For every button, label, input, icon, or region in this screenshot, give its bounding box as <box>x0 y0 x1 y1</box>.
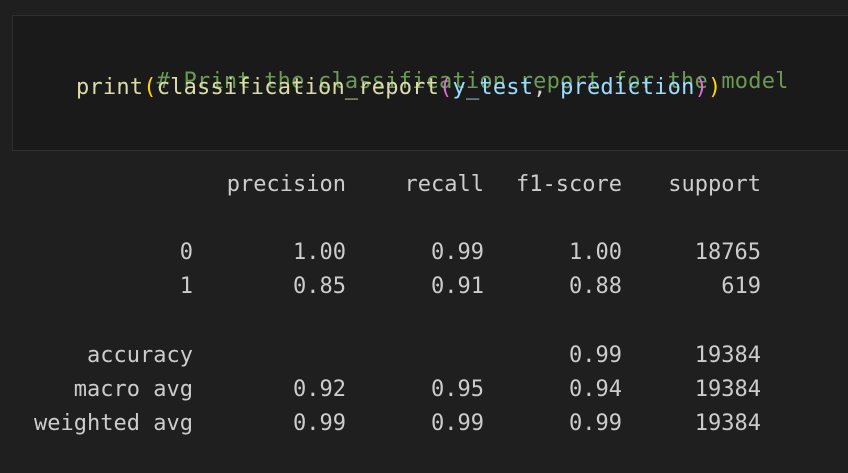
header-f1-score: f1-score <box>516 172 622 197</box>
accuracy-support: 19384 <box>694 343 761 368</box>
code-paren-close-1: ) <box>707 75 722 100</box>
row-0-recall: 0.99 <box>431 240 484 265</box>
code-func-print: print <box>76 75 144 100</box>
code-comment: # Print the classification report for th… <box>156 69 789 94</box>
weighted-avg-f1-score: 0.99 <box>569 411 622 436</box>
row-1-support: 619 <box>721 274 761 299</box>
macro-avg-precision: 0.92 <box>293 377 346 402</box>
macro-avg-support: 19384 <box>694 377 761 402</box>
code-arg-y-test: y_test <box>452 75 534 100</box>
header-support: support <box>668 172 761 197</box>
row-0-f1-score: 1.00 <box>569 240 622 265</box>
row-0-label: 0 <box>179 240 193 265</box>
weighted-avg-label: weighted avg <box>34 411 193 436</box>
macro-avg-label: macro avg <box>73 377 193 402</box>
code-paren-close-2: ) <box>694 75 708 100</box>
code-line-comment[interactable]: # Print the classification report for th… <box>76 40 789 124</box>
code-paren-open-1: ( <box>143 75 157 100</box>
accuracy-label: accuracy <box>87 343 193 368</box>
row-1-f1-score: 0.88 <box>569 274 622 299</box>
header-recall: recall <box>404 172 484 197</box>
row-0-support: 18765 <box>694 240 761 265</box>
cell-output: precision recall f1-score support 0 1.00… <box>0 160 848 473</box>
weighted-avg-recall: 0.99 <box>431 411 484 436</box>
code-paren-open-2: ( <box>439 75 453 100</box>
row-1-label: 1 <box>179 274 193 299</box>
row-1-precision: 0.85 <box>293 274 346 299</box>
macro-avg-recall: 0.95 <box>431 377 484 402</box>
weighted-avg-precision: 0.99 <box>293 411 346 436</box>
code-line-print[interactable]: print(classification_report(y_test, pred… <box>76 74 721 102</box>
code-comma: , <box>533 75 561 100</box>
header-precision: precision <box>226 172 346 197</box>
macro-avg-f1-score: 0.94 <box>569 377 622 402</box>
code-arg-prediction: prediction <box>560 75 695 100</box>
accuracy-f1-score: 0.99 <box>569 343 622 368</box>
code-cell[interactable]: # Print the classification report for th… <box>12 15 848 151</box>
row-1-recall: 0.91 <box>431 274 484 299</box>
row-0-precision: 1.00 <box>293 240 346 265</box>
code-func-classification-report: classification_report <box>156 75 440 100</box>
weighted-avg-support: 19384 <box>694 411 761 436</box>
